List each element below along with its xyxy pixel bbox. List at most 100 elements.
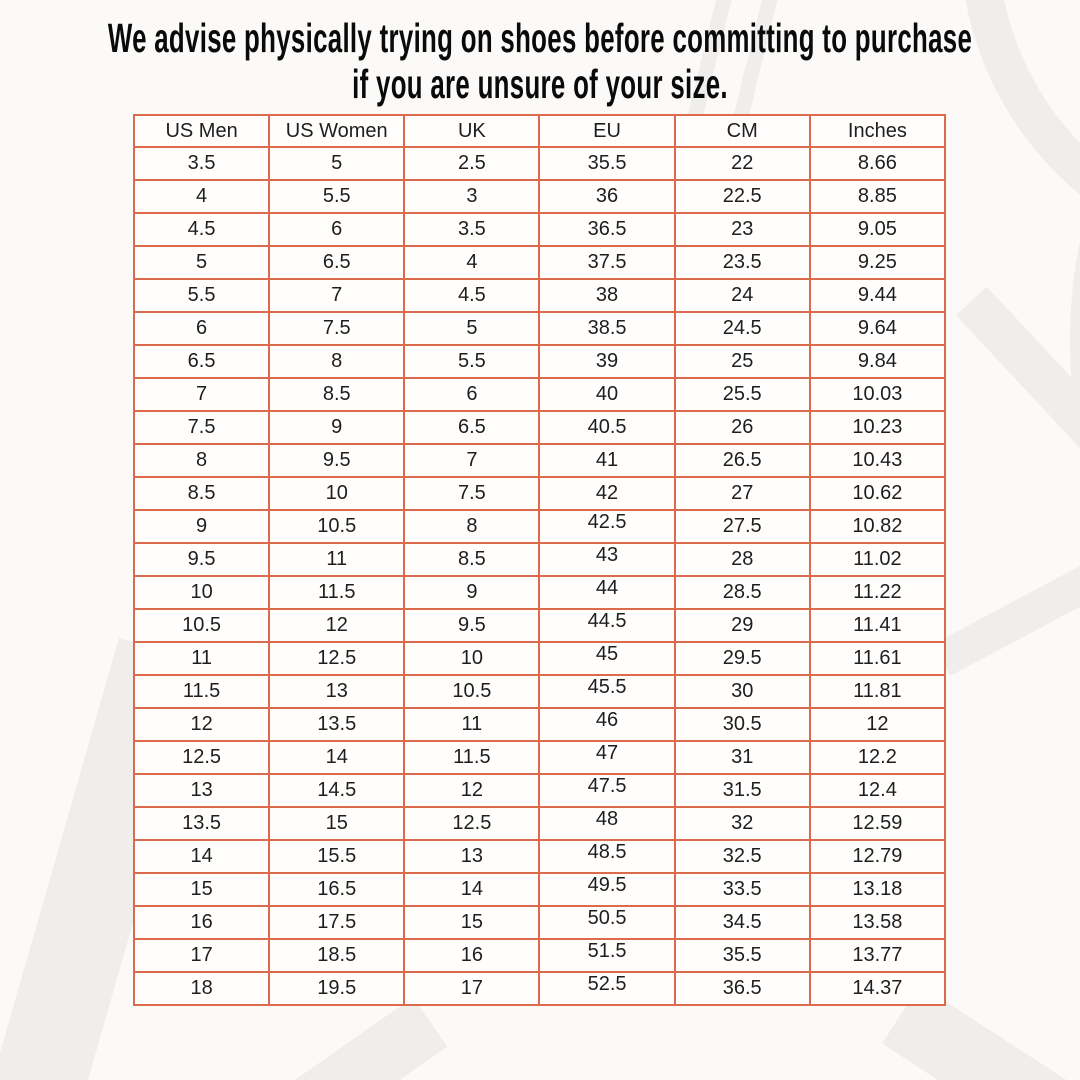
cell-us-men: 10 <box>132 575 271 610</box>
table-row: 6.5 8 5.5 39 25 9.84 <box>132 344 947 379</box>
cell-uk: 3.5 <box>403 212 541 247</box>
cell-cm: 33.5 <box>673 872 811 907</box>
cell-inches: 12.59 <box>808 806 947 841</box>
cell-cm: 26.5 <box>673 443 811 478</box>
cell-inches: 10.62 <box>808 476 947 511</box>
cell-inches: 9.05 <box>808 212 947 247</box>
cell-eu: 37.5 <box>538 245 676 280</box>
cell-us-women: 18.5 <box>268 938 406 973</box>
cell-cm: 32.5 <box>673 839 811 874</box>
table-row: 13 14.5 12 47.5 31.5 12.4 <box>132 773 947 808</box>
cell-inches: 9.64 <box>808 311 947 346</box>
cell-us-men: 6 <box>132 311 271 346</box>
table-row: 12.5 14 11.5 47 31 12.2 <box>132 740 947 775</box>
table-row: 4.5 6 3.5 36.5 23 9.05 <box>132 212 947 247</box>
cell-cm: 25 <box>673 344 811 379</box>
cell-us-women: 15 <box>268 806 406 841</box>
size-chart-table: US Men US Women UK EU CM Inches 3.5 5 2.5 35.5 22… <box>132 114 947 1006</box>
cell-us-women: 9.5 <box>268 443 406 478</box>
cell-us-men: 14 <box>132 839 271 874</box>
cell-us-women: 11.5 <box>268 575 406 610</box>
cell-eu: 48.5 <box>538 839 676 874</box>
cell-us-women: 16.5 <box>268 872 406 907</box>
cell-us-men: 13.5 <box>132 806 271 841</box>
table-row: 17 18.5 16 51.5 35.5 13.77 <box>132 938 947 973</box>
cell-us-men: 10.5 <box>132 608 271 643</box>
cell-us-men: 7.5 <box>132 410 271 445</box>
table-row: 5 6.5 4 37.5 23.5 9.25 <box>132 245 947 280</box>
cell-us-women: 15.5 <box>268 839 406 874</box>
cell-us-women: 5 <box>268 146 406 181</box>
watermark-band-bottom-left <box>232 997 448 1080</box>
page-title: We advise physically trying on shoes bef… <box>68 15 1013 107</box>
column-header-us-men: US Men <box>132 114 271 148</box>
cell-uk: 11 <box>403 707 541 742</box>
cell-cm: 35.5 <box>673 938 811 973</box>
cell-us-women: 10.5 <box>268 509 406 544</box>
cell-cm: 31 <box>673 740 811 775</box>
cell-cm: 24 <box>673 278 811 313</box>
table-row: 16 17.5 15 50.5 34.5 13.58 <box>132 905 947 940</box>
cell-inches: 11.22 <box>808 575 947 610</box>
cell-us-women: 12.5 <box>268 641 406 676</box>
table-row: 8 9.5 7 41 26.5 10.43 <box>132 443 947 478</box>
cell-inches: 13.18 <box>808 872 947 907</box>
cell-us-men: 12 <box>132 707 271 742</box>
table-row: 7.5 9 6.5 40.5 26 10.23 <box>132 410 947 445</box>
cell-us-men: 8 <box>132 443 271 478</box>
cell-eu: 40 <box>538 377 676 412</box>
cell-eu: 42.5 <box>538 509 676 544</box>
cell-eu: 43 <box>538 542 676 577</box>
cell-us-men: 4 <box>132 179 271 214</box>
cell-inches: 14.37 <box>808 971 947 1006</box>
cell-cm: 24.5 <box>673 311 811 346</box>
table-row: 11 12.5 10 45 29.5 11.61 <box>132 641 947 676</box>
table-row: 13.5 15 12.5 48 32 12.59 <box>132 806 947 841</box>
table-row: 15 16.5 14 49.5 33.5 13.18 <box>132 872 947 907</box>
column-header-cm: CM <box>673 114 811 148</box>
cell-us-women: 12 <box>268 608 406 643</box>
cell-inches: 11.61 <box>808 641 947 676</box>
cell-inches: 11.41 <box>808 608 947 643</box>
cell-cm: 36.5 <box>673 971 811 1006</box>
table-row: 7 8.5 6 40 25.5 10.03 <box>132 377 947 412</box>
cell-eu: 36 <box>538 179 676 214</box>
cell-us-women: 14 <box>268 740 406 775</box>
cell-uk: 3 <box>403 179 541 214</box>
table-row: 11.5 13 10.5 45.5 30 11.81 <box>132 674 947 709</box>
table-row: 9.5 11 8.5 43 28 11.02 <box>132 542 947 577</box>
cell-us-men: 5.5 <box>132 278 271 313</box>
watermark-arc-right <box>1070 0 1080 830</box>
cell-us-women: 9 <box>268 410 406 445</box>
cell-inches: 10.03 <box>808 377 947 412</box>
column-header-eu: EU <box>538 114 676 148</box>
table-row: 3.5 5 2.5 35.5 22 8.66 <box>132 146 947 181</box>
table-row: 18 19.5 17 52.5 36.5 14.37 <box>132 971 947 1006</box>
cell-uk: 9.5 <box>403 608 541 643</box>
cell-uk: 7 <box>403 443 541 478</box>
cell-eu: 52.5 <box>538 971 676 1006</box>
cell-cm: 28.5 <box>673 575 811 610</box>
cell-cm: 23 <box>673 212 811 247</box>
column-header-us-women: US Women <box>268 114 406 148</box>
cell-us-men: 5 <box>132 245 271 280</box>
cell-cm: 32 <box>673 806 811 841</box>
cell-eu: 36.5 <box>538 212 676 247</box>
table-row: 12 13.5 11 46 30.5 12 <box>132 707 947 742</box>
cell-uk: 4.5 <box>403 278 541 313</box>
cell-inches: 11.02 <box>808 542 947 577</box>
column-header-inches: Inches <box>808 114 947 148</box>
cell-eu: 38 <box>538 278 676 313</box>
cell-cm: 23.5 <box>673 245 811 280</box>
cell-inches: 10.23 <box>808 410 947 445</box>
cell-uk: 16 <box>403 938 541 973</box>
cell-inches: 11.81 <box>808 674 947 709</box>
header-row: US Men US Women UK EU CM Inches <box>132 114 947 148</box>
cell-us-men: 12.5 <box>132 740 271 775</box>
cell-cm: 29.5 <box>673 641 811 676</box>
cell-us-women: 7.5 <box>268 311 406 346</box>
cell-uk: 11.5 <box>403 740 541 775</box>
cell-uk: 15 <box>403 905 541 940</box>
cell-cm: 27.5 <box>673 509 811 544</box>
